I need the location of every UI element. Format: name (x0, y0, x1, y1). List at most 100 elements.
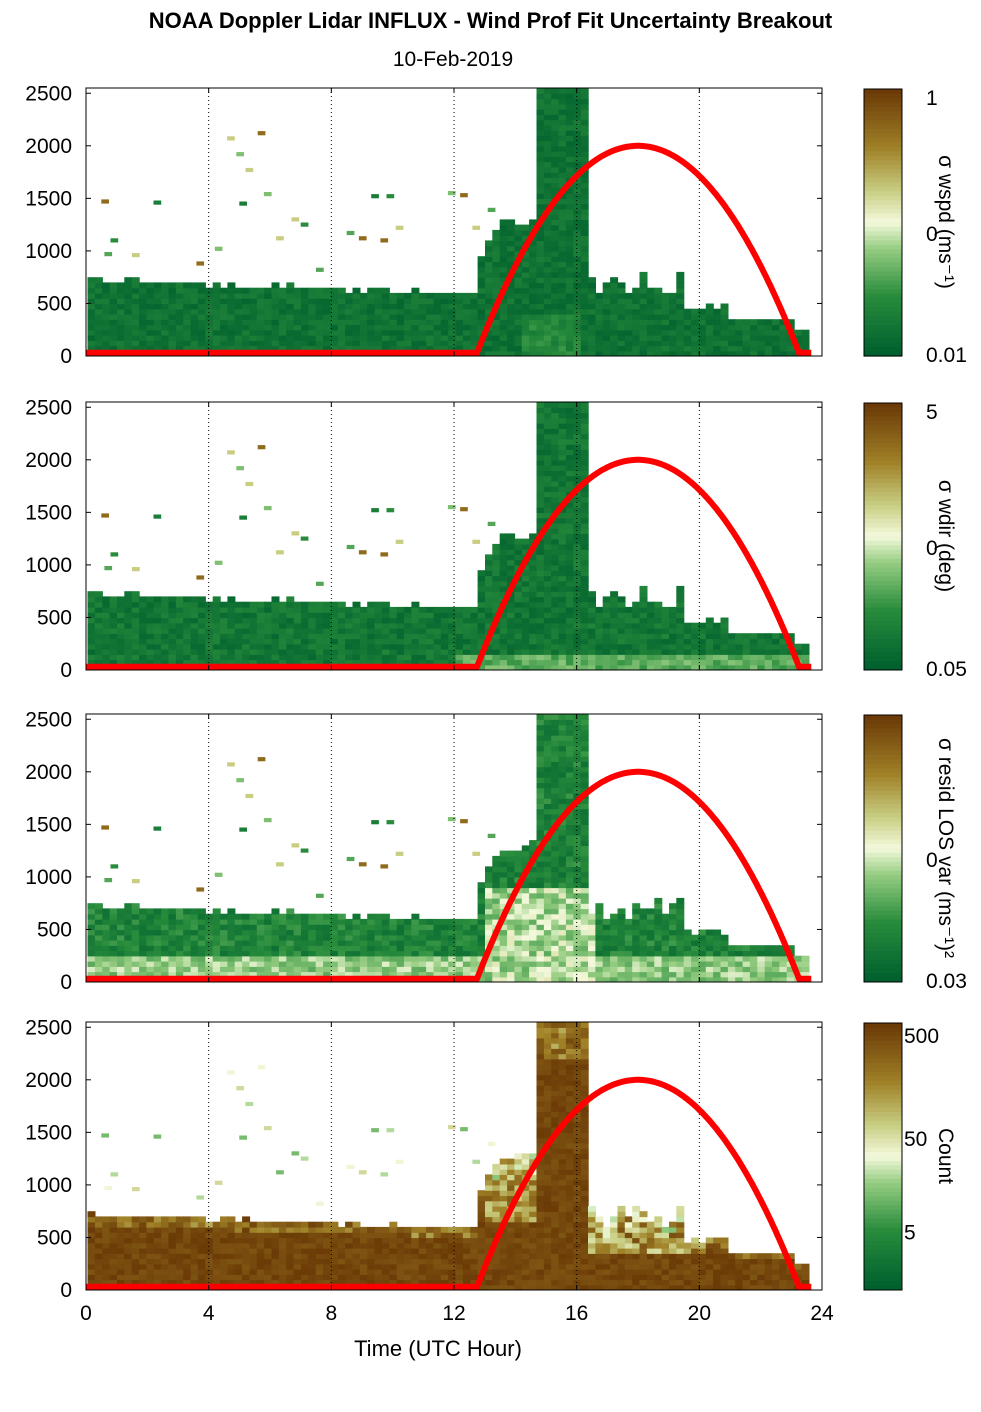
heatmap-cell (558, 151, 567, 157)
heatmap-cell (580, 161, 589, 168)
heatmap-cell (153, 335, 162, 341)
heatmap-cell (345, 971, 354, 978)
heatmap-cell (440, 950, 449, 957)
heatmap-cell (676, 585, 685, 592)
heatmap-cell (131, 617, 140, 624)
heatmap-cell (214, 560, 223, 565)
heatmap-cell (514, 601, 523, 608)
heatmap-cell (109, 638, 118, 645)
heatmap-cell (507, 570, 516, 577)
heatmap-cell (124, 643, 133, 650)
heatmap-cell (521, 929, 530, 936)
heatmap-cell (654, 601, 663, 608)
heatmap-cell (573, 724, 582, 731)
heatmap-cell (536, 861, 545, 867)
heatmap-cell (492, 913, 501, 920)
colorbar-segment (864, 137, 902, 143)
colorbar-tick-label: 5 (926, 401, 938, 424)
heatmap-cell (234, 918, 243, 925)
heatmap-cell (514, 277, 523, 284)
heatmap-cell (661, 664, 670, 670)
heatmap-cell (639, 277, 648, 284)
heatmap-cell (720, 633, 729, 640)
heatmap-cell (183, 654, 192, 661)
heatmap-cell (102, 292, 111, 299)
heatmap-cell (669, 643, 677, 650)
heatmap-cell (330, 913, 339, 920)
heatmap-cell (543, 103, 552, 110)
heatmap-cell (190, 908, 199, 915)
heatmap-cell (109, 945, 118, 952)
heatmap-cell (367, 643, 376, 650)
heatmap-cell (485, 876, 493, 883)
heatmap-cell (565, 559, 574, 566)
heatmap-cell (779, 329, 788, 336)
heatmap-cell (352, 303, 361, 310)
heatmap-cell (558, 219, 567, 226)
heatmap-cell (278, 622, 287, 629)
heatmap-cell (588, 654, 596, 661)
heatmap-cell (558, 433, 567, 440)
heatmap-cell (676, 292, 685, 299)
heatmap-cell (573, 829, 582, 836)
heatmap-cell (411, 659, 420, 666)
heatmap-cell (161, 617, 170, 624)
heatmap-cell (573, 813, 582, 820)
heatmap-cell (536, 971, 545, 978)
heatmap-cell (698, 966, 707, 973)
heatmap-cell (337, 340, 346, 347)
heatmap-cell (94, 329, 103, 336)
heatmap-cell (205, 617, 214, 624)
heatmap-cell (764, 976, 773, 982)
heatmap-cell (558, 745, 567, 752)
heatmap-cell (639, 308, 648, 315)
colorbar-segment (864, 416, 902, 422)
heatmap-cell (749, 654, 758, 661)
heatmap-cell (610, 345, 619, 352)
heatmap-cell (102, 913, 111, 920)
heatmap-cell (639, 617, 648, 624)
heatmap-cell (617, 622, 626, 629)
heatmap-cell (448, 638, 457, 645)
heatmap-cell (359, 308, 368, 315)
heatmap-cell (514, 314, 523, 320)
heatmap-cell (580, 444, 589, 450)
heatmap-cell (418, 955, 427, 962)
heatmap-cell (720, 340, 729, 347)
heatmap-cell (389, 612, 398, 619)
heatmap-cell (205, 298, 214, 305)
heatmap-cell (676, 329, 685, 336)
heatmap-cell (580, 643, 589, 650)
heatmap-cell (639, 319, 648, 326)
heatmap-cell (249, 654, 258, 661)
heatmap-cell (705, 340, 714, 347)
heatmap-cell (175, 950, 184, 957)
heatmap-cell (87, 918, 96, 925)
heatmap-cell (374, 340, 383, 347)
heatmap-cell (639, 628, 648, 634)
heatmap-cell (131, 966, 140, 973)
heatmap-cell (558, 319, 567, 326)
heatmap-cell (404, 308, 412, 315)
heatmap-cell (323, 633, 332, 640)
heatmap-cell (264, 961, 273, 967)
heatmap-cell (610, 654, 619, 661)
heatmap-cell (124, 633, 133, 640)
heatmap-cell (757, 319, 766, 326)
heatmap-cell (565, 250, 574, 257)
heatmap-cell (565, 124, 574, 131)
heatmap-cell (543, 480, 552, 487)
heatmap-cell (588, 664, 596, 670)
heatmap-cell (359, 345, 368, 352)
heatmap-cell (507, 606, 516, 613)
heatmap-cell (639, 585, 648, 592)
heatmap-cell (117, 606, 125, 613)
heatmap-cell (139, 617, 148, 624)
heatmap-cell (396, 308, 405, 315)
heatmap-cell (499, 245, 508, 252)
heatmap-cell (514, 266, 523, 273)
heatmap-cell (565, 798, 574, 804)
heatmap-cell (153, 643, 162, 650)
colorbar-segment (864, 307, 902, 313)
heatmap-cell (617, 601, 626, 608)
